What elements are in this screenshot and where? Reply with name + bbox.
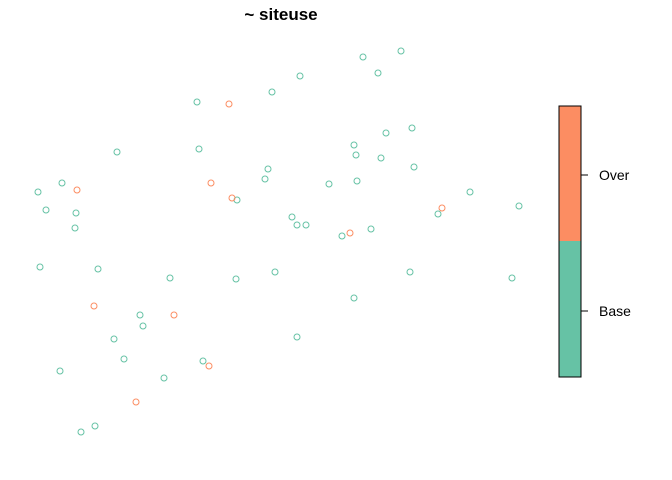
point-base-32 bbox=[36, 263, 44, 271]
point-base-17 bbox=[353, 177, 361, 185]
legend-label-base: Base bbox=[599, 303, 631, 319]
point-base-14 bbox=[264, 165, 272, 173]
legend-swatch-base bbox=[559, 241, 581, 377]
point-base-35 bbox=[232, 275, 240, 283]
point-base-7 bbox=[382, 129, 390, 137]
point-base-13 bbox=[195, 145, 203, 153]
legend-frame bbox=[558, 105, 582, 378]
point-over-9 bbox=[132, 398, 140, 406]
point-base-34 bbox=[166, 274, 174, 282]
legend-label-over: Over bbox=[599, 167, 630, 183]
point-base-42 bbox=[110, 335, 118, 343]
point-base-47 bbox=[160, 374, 168, 382]
point-over-2 bbox=[207, 179, 215, 187]
point-base-9 bbox=[377, 154, 385, 162]
point-base-39 bbox=[350, 294, 358, 302]
point-base-46 bbox=[56, 367, 64, 375]
points-layer bbox=[34, 47, 523, 436]
point-base-26 bbox=[288, 213, 296, 221]
point-base-18 bbox=[466, 188, 474, 196]
point-base-27 bbox=[293, 221, 301, 229]
point-base-31 bbox=[434, 210, 442, 218]
point-base-28 bbox=[302, 221, 310, 229]
point-base-6 bbox=[408, 124, 416, 132]
legend-colorbar: Over Base bbox=[558, 105, 631, 378]
point-over-0 bbox=[225, 100, 233, 108]
point-base-19 bbox=[515, 202, 523, 210]
point-base-0 bbox=[397, 47, 405, 55]
point-base-44 bbox=[120, 355, 128, 363]
point-base-16 bbox=[325, 180, 333, 188]
point-over-4 bbox=[438, 204, 446, 212]
point-base-24 bbox=[71, 224, 79, 232]
point-over-5 bbox=[346, 229, 354, 237]
point-base-38 bbox=[508, 274, 516, 282]
point-base-11 bbox=[410, 163, 418, 171]
point-base-22 bbox=[42, 206, 50, 214]
point-base-37 bbox=[406, 268, 414, 276]
point-base-43 bbox=[293, 333, 301, 341]
point-base-30 bbox=[367, 225, 375, 233]
point-base-21 bbox=[58, 179, 66, 187]
point-base-41 bbox=[139, 322, 147, 330]
point-over-1 bbox=[73, 186, 81, 194]
point-base-10 bbox=[352, 151, 360, 159]
point-base-40 bbox=[136, 311, 144, 319]
point-base-45 bbox=[199, 357, 207, 365]
point-base-20 bbox=[34, 188, 42, 196]
legend-swatch-over bbox=[559, 106, 581, 241]
point-over-8 bbox=[205, 362, 213, 370]
chart-title: ~ siteuse bbox=[244, 5, 317, 24]
point-base-8 bbox=[350, 141, 358, 149]
point-base-36 bbox=[271, 268, 279, 276]
point-over-3 bbox=[228, 194, 236, 202]
point-base-48 bbox=[91, 422, 99, 430]
point-base-1 bbox=[359, 53, 367, 61]
point-base-29 bbox=[338, 232, 346, 240]
point-base-12 bbox=[113, 148, 121, 156]
point-over-6 bbox=[90, 302, 98, 310]
point-base-23 bbox=[72, 209, 80, 217]
point-base-5 bbox=[268, 88, 276, 96]
point-base-15 bbox=[261, 175, 269, 183]
point-base-49 bbox=[77, 428, 85, 436]
point-base-4 bbox=[193, 98, 201, 106]
point-over-7 bbox=[170, 311, 178, 319]
point-base-33 bbox=[94, 265, 102, 273]
point-base-3 bbox=[296, 72, 304, 80]
point-base-2 bbox=[374, 69, 382, 77]
